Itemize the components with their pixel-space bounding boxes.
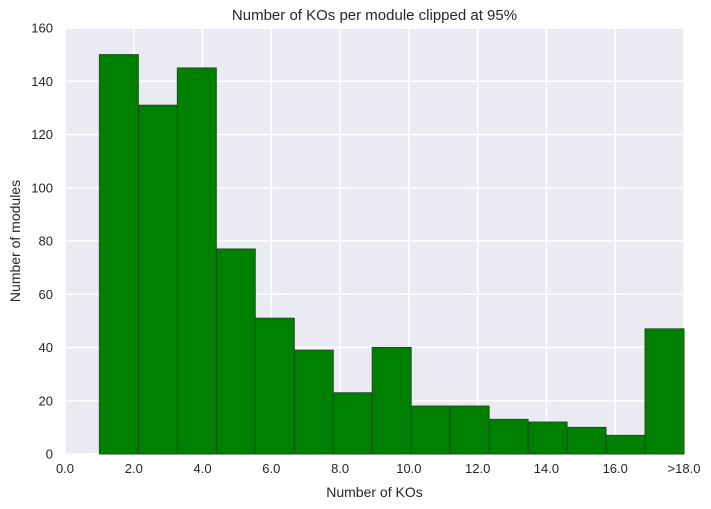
x-tick-label: 10.0 [396,461,421,476]
histogram-bar [98,54,139,455]
histogram-bar [449,405,490,455]
histogram-bar [293,349,334,455]
y-tick-label: 40 [39,340,53,355]
histogram-bar [215,248,256,455]
histogram-bar [332,392,373,455]
x-tick-label: 8.0 [331,461,349,476]
y-axis-label: Number of modules [7,180,23,302]
x-tick-label: 14.0 [534,461,559,476]
histogram-bar [527,421,568,455]
y-tick-label: 100 [31,180,53,195]
histogram-bar [605,434,646,455]
x-tick-label: >18.0 [668,461,701,476]
x-tick-label: 4.0 [194,461,212,476]
histogram-bar [488,418,529,455]
histogram-bars [98,54,685,455]
y-tick-label: 140 [31,74,53,89]
histogram-bar [176,67,217,455]
x-axis-ticks: 0.0 2.0 4.0 6.0 8.0 10.0 12.0 14.0 16.0 >18.0 [56,461,700,476]
histogram-bar [566,426,607,455]
x-tick-label: 12.0 [465,461,490,476]
histogram-bar [371,347,412,455]
x-tick-label: 2.0 [125,461,143,476]
x-tick-label: 16.0 [603,461,628,476]
histogram-bar [254,317,295,455]
x-tick-label: 0.0 [56,461,74,476]
y-tick-label: 20 [39,393,53,408]
chart-title: Number of KOs per module clipped at 95% [232,7,517,24]
x-axis-label: Number of KOs [326,484,422,500]
y-axis-ticks: 0 20 40 60 80 100 120 140 160 [31,21,53,462]
x-tick-label: 6.0 [262,461,280,476]
histogram-bar [644,328,685,455]
y-tick-label: 160 [31,21,53,36]
histogram-bar [137,104,178,455]
y-tick-label: 120 [31,127,53,142]
y-tick-label: 60 [39,287,53,302]
histogram-bar [410,405,451,455]
y-tick-label: 80 [39,234,53,249]
y-tick-label: 0 [46,447,53,462]
